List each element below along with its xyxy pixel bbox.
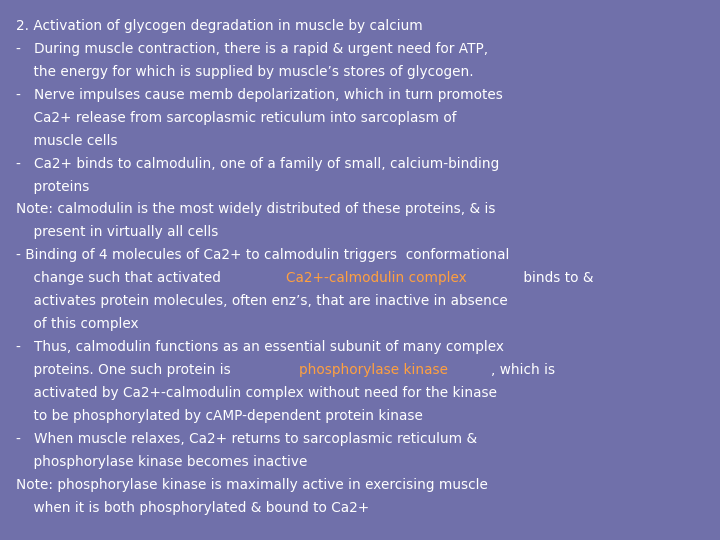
Text: Note: phosphorylase kinase is maximally active in exercising muscle: Note: phosphorylase kinase is maximally … <box>16 478 487 492</box>
Text: - Binding of 4 molecules of Ca2+ to calmodulin triggers  conformational: - Binding of 4 molecules of Ca2+ to calm… <box>16 248 509 262</box>
Text: activates protein molecules, often enz’s, that are inactive in absence: activates protein molecules, often enz’s… <box>16 294 508 308</box>
Text: proteins. One such protein is: proteins. One such protein is <box>16 363 235 377</box>
Text: muscle cells: muscle cells <box>16 134 117 147</box>
Text: to be phosphorylated by cAMP-dependent protein kinase: to be phosphorylated by cAMP-dependent p… <box>16 409 423 423</box>
Text: -   Ca2+ binds to calmodulin, one of a family of small, calcium-binding: - Ca2+ binds to calmodulin, one of a fam… <box>16 157 499 171</box>
Text: Ca2+-calmodulin complex: Ca2+-calmodulin complex <box>286 271 467 285</box>
Text: -   Nerve impulses cause memb depolarization, which in turn promotes: - Nerve impulses cause memb depolarizati… <box>16 88 503 102</box>
Text: phosphorylase kinase: phosphorylase kinase <box>299 363 448 377</box>
Text: binds to &: binds to & <box>519 271 593 285</box>
Text: Ca2+ release from sarcoplasmic reticulum into sarcoplasm of: Ca2+ release from sarcoplasmic reticulum… <box>16 111 456 125</box>
Text: change such that activated: change such that activated <box>16 271 225 285</box>
Text: when it is both phosphorylated & bound to Ca2+: when it is both phosphorylated & bound t… <box>16 501 369 515</box>
Text: the energy for which is supplied by muscle’s stores of glycogen.: the energy for which is supplied by musc… <box>16 65 474 79</box>
Text: , which is: , which is <box>491 363 555 377</box>
Text: 2. Activation of glycogen degradation in muscle by calcium: 2. Activation of glycogen degradation in… <box>16 19 423 33</box>
Text: present in virtually all cells: present in virtually all cells <box>16 226 218 239</box>
Text: phosphorylase kinase becomes inactive: phosphorylase kinase becomes inactive <box>16 455 307 469</box>
Text: of this complex: of this complex <box>16 317 138 331</box>
Text: proteins: proteins <box>16 179 89 193</box>
Text: activated by Ca2+-calmodulin complex without need for the kinase: activated by Ca2+-calmodulin complex wit… <box>16 386 497 400</box>
Text: Note: calmodulin is the most widely distributed of these proteins, & is: Note: calmodulin is the most widely dist… <box>16 202 495 217</box>
Text: -   Thus, calmodulin functions as an essential subunit of many complex: - Thus, calmodulin functions as an essen… <box>16 340 504 354</box>
Text: -   When muscle relaxes, Ca2+ returns to sarcoplasmic reticulum &: - When muscle relaxes, Ca2+ returns to s… <box>16 432 477 446</box>
Text: -   During muscle contraction, there is a rapid & urgent need for ATP,: - During muscle contraction, there is a … <box>16 42 488 56</box>
